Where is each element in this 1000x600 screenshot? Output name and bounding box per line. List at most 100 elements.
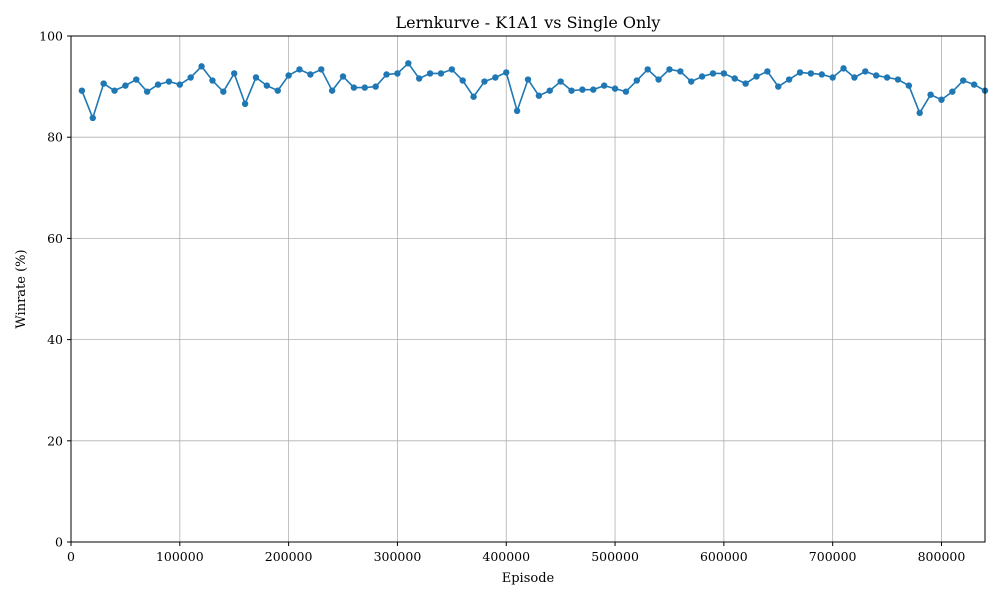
- data-point: [905, 82, 913, 89]
- data-point: [535, 92, 543, 99]
- x-tick-label: 500000: [591, 549, 639, 564]
- data-point: [524, 76, 532, 83]
- data-point: [590, 86, 597, 93]
- data-point: [960, 77, 967, 84]
- data-point: [927, 91, 934, 98]
- data-point: [231, 70, 238, 77]
- y-tick-label: 100: [39, 29, 63, 44]
- data-point: [698, 73, 706, 80]
- data-point: [503, 69, 510, 76]
- data-point: [252, 74, 260, 81]
- data-point: [372, 83, 379, 90]
- y-tick-label: 20: [47, 433, 63, 448]
- data-point: [307, 71, 314, 78]
- data-point: [546, 87, 553, 94]
- data-point: [709, 70, 717, 77]
- data-point: [394, 70, 401, 77]
- data-point: [938, 96, 945, 103]
- data-point: [296, 66, 303, 73]
- data-point: [655, 76, 662, 83]
- data-point: [818, 71, 825, 78]
- data-point: [481, 78, 488, 85]
- data-point: [89, 114, 96, 122]
- data-point: [318, 66, 325, 73]
- x-tick-label: 600000: [700, 549, 748, 564]
- data-point: [872, 72, 880, 79]
- data-point: [111, 87, 118, 94]
- data-point: [263, 82, 271, 89]
- data-point: [796, 69, 804, 76]
- data-point: [459, 77, 466, 84]
- data-point: [949, 88, 956, 95]
- data-point: [579, 86, 586, 93]
- data-point: [339, 73, 347, 80]
- data-point: [785, 76, 793, 83]
- data-point: [633, 77, 641, 84]
- data-point: [731, 75, 738, 82]
- data-point: [241, 100, 249, 108]
- data-point: [285, 72, 292, 79]
- y-tick-label: 80: [47, 130, 63, 145]
- y-tick-label: 60: [47, 231, 63, 246]
- data-point: [568, 87, 575, 94]
- chart-title: Lernkurve - K1A1 vs Single Only: [396, 13, 661, 32]
- data-point: [176, 81, 184, 88]
- data-point: [851, 74, 858, 81]
- data-point: [742, 80, 749, 87]
- data-point: [209, 77, 216, 84]
- data-point: [753, 73, 760, 80]
- data-point: [894, 76, 902, 83]
- winrate-series-line: [81, 62, 986, 121]
- data-point: [100, 80, 107, 87]
- data-point: [720, 70, 728, 77]
- data-point: [916, 109, 923, 117]
- data-point: [350, 84, 358, 91]
- data-point: [328, 87, 336, 94]
- data-point: [807, 70, 815, 77]
- data-point: [862, 68, 869, 75]
- data-point: [383, 71, 390, 78]
- data-point: [840, 65, 847, 72]
- data-point: [644, 66, 651, 73]
- x-tick-label: 100000: [156, 549, 204, 564]
- data-point: [677, 68, 684, 75]
- data-point: [492, 74, 499, 81]
- data-point: [611, 85, 619, 92]
- data-point: [361, 84, 368, 91]
- data-point: [122, 82, 129, 89]
- grid-layer: [70, 35, 985, 543]
- data-point: [883, 74, 891, 81]
- x-tick-label: 200000: [265, 549, 313, 564]
- data-point: [220, 88, 227, 95]
- data-point: [666, 66, 673, 73]
- data-point: [143, 88, 151, 95]
- y-tick-label: 40: [47, 332, 63, 347]
- y-tick-label: 0: [55, 535, 63, 550]
- data-point: [133, 76, 140, 83]
- data-point: [829, 74, 836, 81]
- plot-frame: [70, 35, 986, 543]
- data-point: [415, 75, 423, 82]
- data-point: [426, 70, 434, 77]
- x-axis-label: Episode: [502, 571, 555, 586]
- data-point: [154, 81, 162, 88]
- data-point: [448, 66, 456, 73]
- data-point: [165, 78, 173, 85]
- x-tick-label: 300000: [374, 549, 422, 564]
- y-axis-label: Winrate (%): [14, 249, 29, 328]
- data-point: [622, 88, 630, 95]
- data-point: [405, 60, 412, 67]
- data-point: [970, 81, 978, 88]
- x-tick-label: 400000: [482, 549, 530, 564]
- data-point: [513, 107, 521, 115]
- data-point: [274, 87, 281, 94]
- data-point: [600, 82, 608, 89]
- tick-layer: 0 100000 200000 300000 400000 500000 600000 700…: [39, 29, 965, 565]
- data-point: [557, 78, 564, 85]
- x-tick-label: 700000: [809, 549, 857, 564]
- data-point: [764, 68, 771, 75]
- data-point: [187, 74, 194, 81]
- data-point: [78, 87, 86, 94]
